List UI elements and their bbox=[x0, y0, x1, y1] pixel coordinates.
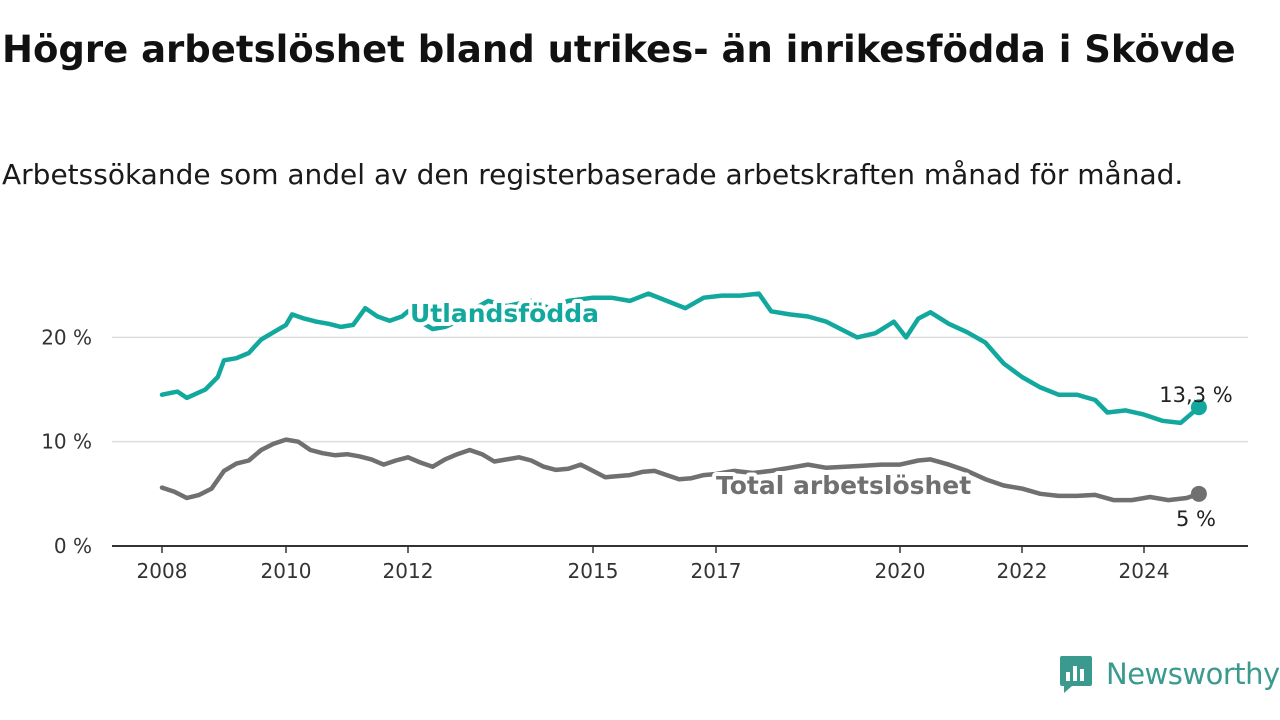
x-axis: 2008 2010 2012 2015 2017 2020 2022 2024 bbox=[112, 545, 1248, 583]
chart-title: Högre arbetslöshet bland utrikes- än inr… bbox=[2, 28, 1236, 71]
x-tick-label: 2015 bbox=[568, 559, 619, 583]
y-axis-labels: 0 % 10 % 20 % bbox=[41, 325, 92, 558]
y-tick-label: 0 % bbox=[54, 534, 92, 558]
gridlines bbox=[112, 336, 1248, 443]
series-label-utlandsfodda: Utlandsfödda bbox=[410, 299, 599, 328]
newsworthy-logo-icon bbox=[1060, 656, 1092, 693]
series-label-total: Total arbetslöshet bbox=[716, 471, 971, 500]
series-label-total-halo: Total arbetslöshet bbox=[716, 471, 971, 500]
series-line-total bbox=[159, 437, 1202, 503]
series-lines bbox=[159, 291, 1207, 503]
x-tick-label: 2010 bbox=[261, 559, 312, 583]
x-tick-label: 2017 bbox=[691, 559, 742, 583]
series-line-utlandsfodda bbox=[159, 291, 1202, 426]
chart-subtitle: Arbetssökande som andel av den registerb… bbox=[2, 158, 1184, 191]
y-tick-label: 10 % bbox=[41, 430, 92, 454]
x-tick-label: 2008 bbox=[137, 559, 188, 583]
line-chart: 2008 2010 2012 2015 2017 2020 2022 2024 0 % 10 %… bbox=[41, 291, 1248, 583]
end-value-label-utlandsfodda: 13,3 % bbox=[1159, 383, 1232, 407]
series-end-marker bbox=[1190, 485, 1207, 502]
series-label-utlandsfodda-halo: Utlandsfödda bbox=[410, 299, 599, 328]
newsworthy-logo: Newsworthy bbox=[1058, 654, 1280, 694]
x-tick-label: 2022 bbox=[997, 559, 1048, 583]
brand-name: Newsworthy bbox=[1106, 657, 1280, 691]
series-end-marker bbox=[1190, 399, 1207, 416]
y-tick-label: 20 % bbox=[41, 325, 92, 349]
x-tick-label: 2012 bbox=[383, 559, 434, 583]
x-tick-label: 2024 bbox=[1119, 559, 1170, 583]
end-value-label-total: 5 % bbox=[1176, 507, 1216, 531]
x-tick-label: 2020 bbox=[875, 559, 926, 583]
